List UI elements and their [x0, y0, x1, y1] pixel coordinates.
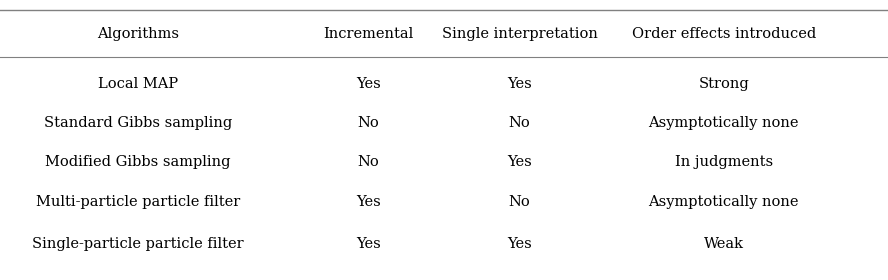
Text: Weak: Weak [703, 237, 744, 251]
Text: Strong: Strong [698, 77, 749, 91]
Text: Yes: Yes [507, 77, 532, 91]
Text: Local MAP: Local MAP [98, 77, 178, 91]
Text: Algorithms: Algorithms [97, 27, 178, 41]
Text: No: No [509, 116, 530, 130]
Text: No: No [358, 155, 379, 169]
Text: No: No [358, 116, 379, 130]
Text: Yes: Yes [356, 237, 381, 251]
Text: Single-particle particle filter: Single-particle particle filter [32, 237, 243, 251]
Text: Yes: Yes [356, 77, 381, 91]
Text: Asymptotically none: Asymptotically none [648, 195, 799, 209]
Text: Modified Gibbs sampling: Modified Gibbs sampling [45, 155, 230, 169]
Text: Incremental: Incremental [323, 27, 414, 41]
Text: Yes: Yes [507, 237, 532, 251]
Text: No: No [509, 195, 530, 209]
Text: In judgments: In judgments [675, 155, 773, 169]
Text: Order effects introduced: Order effects introduced [631, 27, 816, 41]
Text: Multi-particle particle filter: Multi-particle particle filter [36, 195, 240, 209]
Text: Standard Gibbs sampling: Standard Gibbs sampling [44, 116, 232, 130]
Text: Single interpretation: Single interpretation [441, 27, 598, 41]
Text: Asymptotically none: Asymptotically none [648, 116, 799, 130]
Text: Yes: Yes [356, 195, 381, 209]
Text: Yes: Yes [507, 155, 532, 169]
